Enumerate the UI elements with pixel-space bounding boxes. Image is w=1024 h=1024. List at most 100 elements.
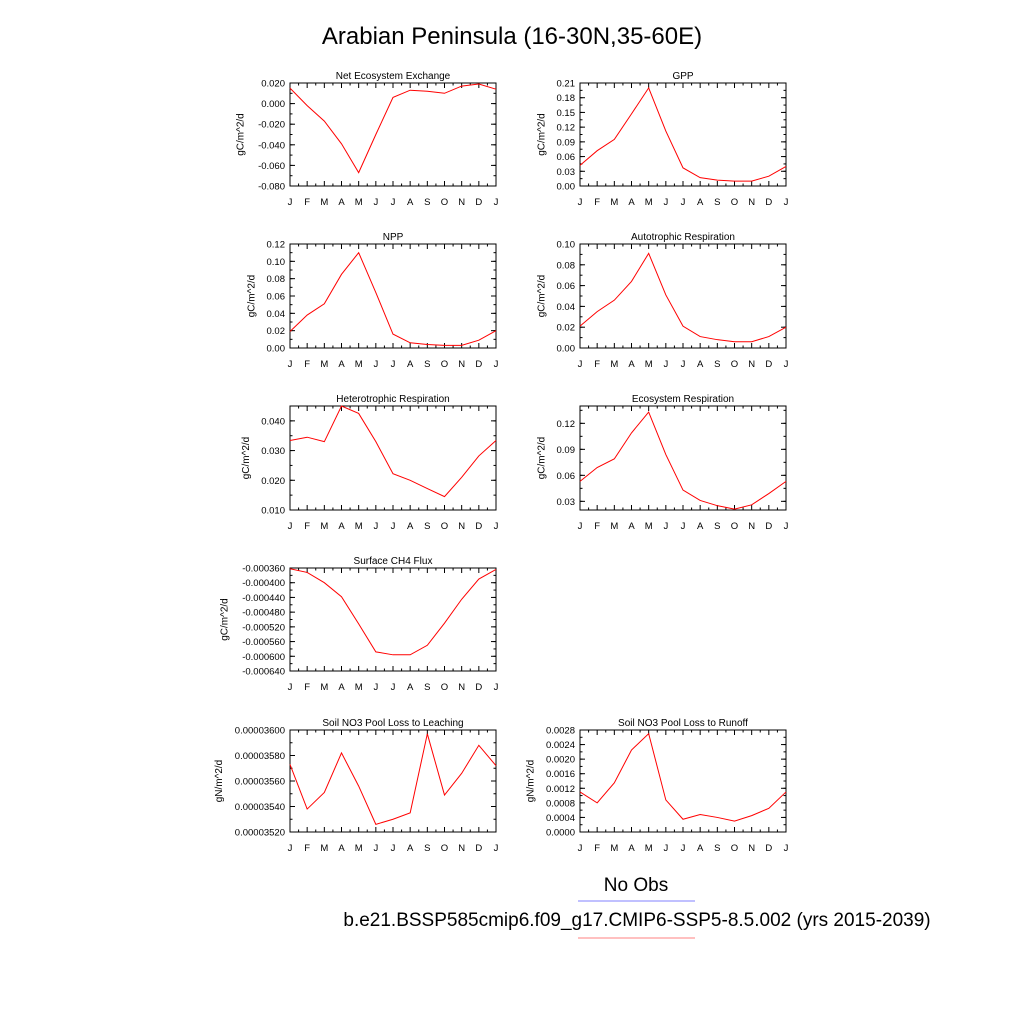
x-tick-label: O bbox=[731, 197, 738, 208]
y-tick-label: 0.04 bbox=[557, 302, 576, 313]
x-tick-label: N bbox=[748, 521, 755, 532]
x-tick-label: J bbox=[391, 197, 396, 208]
y-tick-label: 0.06 bbox=[557, 471, 576, 482]
x-tick-label: A bbox=[697, 197, 704, 208]
x-tick-label: S bbox=[424, 843, 430, 854]
x-tick-label: S bbox=[424, 682, 430, 693]
y-tick-label: 0.0028 bbox=[546, 726, 575, 737]
x-tick-label: M bbox=[320, 521, 328, 532]
x-tick-label: A bbox=[407, 843, 414, 854]
x-tick-label: J bbox=[494, 843, 499, 854]
x-tick-label: A bbox=[407, 521, 414, 532]
x-tick-label: F bbox=[304, 521, 310, 532]
x-tick-label: N bbox=[458, 682, 465, 693]
panel-title: Surface CH4 Flux bbox=[354, 556, 433, 567]
y-tick-label: 0.020 bbox=[261, 79, 285, 90]
x-tick-label: J bbox=[784, 359, 789, 370]
y-axis-label: gC/m^2/d bbox=[219, 598, 230, 641]
x-tick-label: J bbox=[373, 682, 378, 693]
x-tick-label: A bbox=[628, 197, 635, 208]
x-tick-label: M bbox=[355, 682, 363, 693]
x-tick-label: J bbox=[494, 359, 499, 370]
y-tick-label: 0.00003540 bbox=[235, 802, 285, 813]
y-tick-label: 0.06 bbox=[267, 292, 286, 303]
y-tick-label: 0.040 bbox=[261, 416, 285, 427]
x-tick-label: M bbox=[320, 843, 328, 854]
plot-frame bbox=[289, 243, 497, 349]
y-tick-label: 0.020 bbox=[261, 476, 285, 487]
x-tick-label: J bbox=[373, 843, 378, 854]
legend-label-obs: No Obs bbox=[604, 875, 668, 896]
x-tick-label: D bbox=[765, 521, 772, 532]
x-tick-label: S bbox=[714, 197, 720, 208]
panel-title: GPP bbox=[672, 71, 693, 82]
y-tick-label: 0.12 bbox=[557, 419, 576, 430]
y-tick-label: 0.18 bbox=[557, 93, 576, 104]
x-tick-label: A bbox=[697, 521, 704, 532]
x-tick-label: M bbox=[355, 359, 363, 370]
x-tick-label: D bbox=[475, 682, 482, 693]
y-tick-label: 0.0000 bbox=[546, 828, 575, 839]
y-tick-label: 0.0020 bbox=[546, 755, 575, 766]
y-tick-label: 0.10 bbox=[267, 257, 286, 268]
x-tick-label: F bbox=[304, 843, 310, 854]
x-tick-label: J bbox=[288, 843, 293, 854]
x-tick-label: M bbox=[645, 843, 653, 854]
y-axis-label: gC/m^2/d bbox=[536, 437, 547, 480]
y-tick-label: 0.00003580 bbox=[235, 751, 285, 762]
series-line bbox=[579, 411, 787, 510]
x-tick-label: J bbox=[681, 843, 686, 854]
x-tick-label: J bbox=[288, 682, 293, 693]
y-tick-label: 0.0024 bbox=[546, 740, 575, 751]
x-tick-label: D bbox=[475, 843, 482, 854]
x-tick-label: J bbox=[663, 359, 668, 370]
y-axis-label: gN/m^2/d bbox=[526, 760, 537, 803]
x-tick-label: A bbox=[628, 521, 635, 532]
x-tick-label: M bbox=[355, 843, 363, 854]
x-tick-label: J bbox=[681, 359, 686, 370]
x-tick-label: M bbox=[610, 521, 618, 532]
x-tick-label: J bbox=[784, 197, 789, 208]
x-tick-label: J bbox=[391, 843, 396, 854]
x-tick-label: J bbox=[681, 197, 686, 208]
plot-frame bbox=[289, 405, 497, 511]
x-tick-label: J bbox=[494, 682, 499, 693]
x-tick-label: D bbox=[475, 197, 482, 208]
legend: No Obs b.e21.BSSP585cmip6.f09_g17.CMIP6-… bbox=[343, 875, 931, 939]
y-tick-label: 0.02 bbox=[267, 326, 286, 337]
x-tick-label: M bbox=[645, 359, 653, 370]
y-tick-label: 0.00 bbox=[557, 344, 576, 355]
y-tick-label: 0.000 bbox=[261, 99, 285, 110]
y-tick-label: -0.020 bbox=[258, 120, 285, 131]
x-tick-label: N bbox=[748, 843, 755, 854]
x-tick-label: F bbox=[304, 197, 310, 208]
y-axis-label: gC/m^2/d bbox=[236, 113, 247, 156]
panel-title: Soil NO3 Pool Loss to Runoff bbox=[618, 718, 748, 729]
x-tick-label: F bbox=[594, 843, 600, 854]
plot-frame bbox=[289, 729, 497, 833]
main-title: Arabian Peninsula (16-30N,35-60E) bbox=[322, 23, 702, 50]
x-tick-label: F bbox=[304, 359, 310, 370]
x-tick-label: M bbox=[320, 682, 328, 693]
y-tick-label: -0.000520 bbox=[242, 622, 285, 633]
x-tick-label: J bbox=[784, 843, 789, 854]
x-tick-label: A bbox=[338, 682, 345, 693]
y-tick-label: -0.000440 bbox=[242, 593, 285, 604]
y-tick-label: -0.000640 bbox=[242, 667, 285, 678]
y-tick-label: 0.0008 bbox=[546, 798, 575, 809]
x-tick-label: J bbox=[578, 521, 583, 532]
x-tick-label: J bbox=[373, 359, 378, 370]
x-tick-label: A bbox=[338, 197, 345, 208]
y-tick-label: 0.00003600 bbox=[235, 726, 285, 737]
x-tick-label: A bbox=[338, 359, 345, 370]
y-tick-label: 0.06 bbox=[557, 152, 576, 163]
y-tick-label: 0.09 bbox=[557, 445, 576, 456]
x-tick-label: M bbox=[610, 197, 618, 208]
x-tick-label: F bbox=[594, 521, 600, 532]
panel-title: Soil NO3 Pool Loss to Leaching bbox=[322, 718, 463, 729]
x-tick-label: J bbox=[373, 197, 378, 208]
x-tick-label: S bbox=[714, 843, 720, 854]
